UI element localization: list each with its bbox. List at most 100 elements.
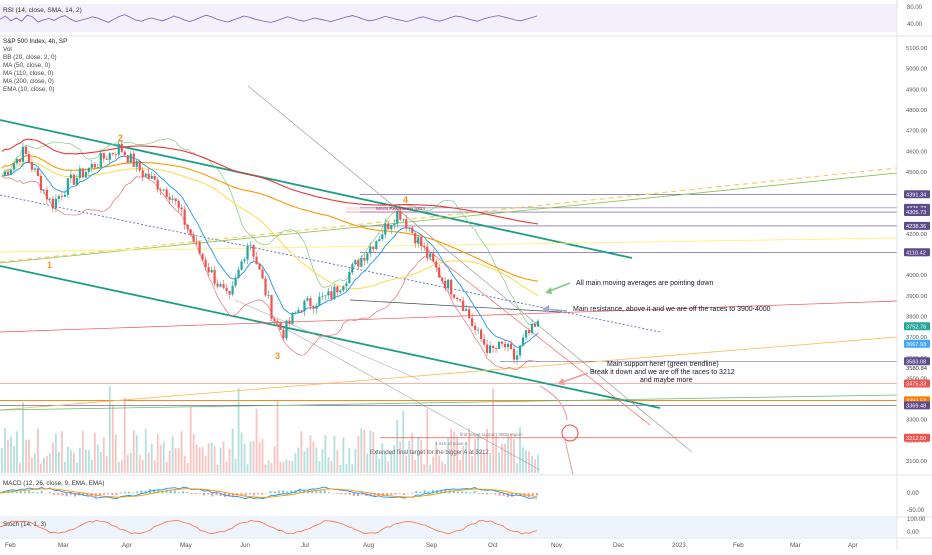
macd-bar xyxy=(274,491,276,493)
price-axis[interactable]: 5100.005000.004900.004800.004700.004600.… xyxy=(904,46,930,465)
volume-bar xyxy=(1,448,3,473)
candle-body xyxy=(294,313,296,314)
macd-bar xyxy=(61,493,63,496)
time-tick: Apr xyxy=(122,542,132,549)
volume-bar xyxy=(351,464,353,473)
candle-body xyxy=(157,180,159,190)
candle-body xyxy=(429,254,431,258)
candle-body xyxy=(507,344,509,347)
candle-body xyxy=(228,291,230,294)
candle-body xyxy=(264,279,266,296)
candle-body xyxy=(61,196,63,197)
macd-bar xyxy=(203,493,205,495)
candle-body xyxy=(279,323,281,330)
candle-body xyxy=(291,313,293,323)
price-tick: 4000.00 xyxy=(906,273,927,279)
time-tick: Sep xyxy=(426,542,438,549)
candle-body xyxy=(489,346,491,353)
candle-body xyxy=(25,147,27,154)
candle-body xyxy=(405,220,407,229)
volume-bar xyxy=(91,460,93,473)
volume-bar xyxy=(28,439,30,473)
candle-body xyxy=(202,254,204,260)
candle-body xyxy=(525,330,527,337)
volume-bar xyxy=(310,435,312,473)
candle-body xyxy=(486,345,488,353)
volume-bar xyxy=(531,456,533,473)
macd-bar xyxy=(336,493,338,494)
macd-tick-neg50: -50.00 xyxy=(907,508,925,514)
volume-bar xyxy=(55,433,57,473)
candle-body xyxy=(381,234,383,239)
price-badge-text: 4391.34 xyxy=(906,193,926,199)
macd-bar xyxy=(141,490,143,493)
callout-extended-target: Extended final target for the bigger A a… xyxy=(370,450,489,456)
volume-bar xyxy=(483,453,485,473)
price-tick: 4700.00 xyxy=(906,129,927,135)
macd-bar xyxy=(286,491,288,493)
volume-bar xyxy=(109,386,111,473)
price-tick: 3100.00 xyxy=(906,459,927,465)
volume-bar xyxy=(67,447,69,473)
volume-bar xyxy=(199,447,201,473)
macd-bar xyxy=(107,493,109,494)
macd-bar xyxy=(257,493,259,494)
volume-bar xyxy=(313,442,315,473)
candle-body xyxy=(145,174,147,177)
macd-bar xyxy=(103,493,105,495)
volume-bar xyxy=(196,444,198,473)
volume-bar xyxy=(121,460,123,473)
candle-body xyxy=(474,326,476,330)
candle-body xyxy=(459,299,461,300)
callout-support-2: Break it down and we are off the races t… xyxy=(590,369,735,376)
wave-label-4: 4 xyxy=(403,195,408,205)
callout-mas-down: All main moving averages are pointing do… xyxy=(576,280,713,287)
candle-body xyxy=(384,224,386,235)
candle-body xyxy=(34,168,36,169)
macd-bar xyxy=(349,493,351,495)
candle-body xyxy=(172,199,174,200)
volume-bar xyxy=(85,450,87,473)
volume-bar xyxy=(103,437,105,473)
volume-bar xyxy=(366,454,368,473)
candle-body xyxy=(324,295,326,296)
candle-body xyxy=(136,161,138,167)
wave-label-2: 2 xyxy=(118,133,123,143)
volume-bar xyxy=(465,443,467,473)
candle-body xyxy=(537,321,539,326)
candle-body xyxy=(450,280,452,295)
macd-bar xyxy=(253,493,255,495)
candle-body xyxy=(453,294,455,297)
candle-body xyxy=(333,287,335,299)
macd-bar xyxy=(532,493,534,496)
volume-bar xyxy=(40,464,42,473)
volume-bar xyxy=(316,448,318,473)
macd-bar xyxy=(345,493,347,495)
candle-body xyxy=(261,270,263,279)
macd-bar xyxy=(186,492,188,494)
volume-bar xyxy=(298,448,300,473)
volume-bar xyxy=(250,442,252,473)
volume-bar xyxy=(46,456,48,473)
volume-bar xyxy=(34,453,36,473)
candle-body xyxy=(112,153,114,154)
candle-body xyxy=(510,344,512,349)
volume-bar xyxy=(49,453,51,473)
volume-bar xyxy=(507,434,509,473)
candle-body xyxy=(504,344,506,347)
macd-bar xyxy=(41,491,43,493)
volume-bar xyxy=(43,458,45,473)
volume-bar xyxy=(280,462,282,473)
candle-body xyxy=(187,225,189,230)
candle-body xyxy=(462,301,464,311)
stoch-pane: Stoch (14, 1, 3) 100.00 0.00 xyxy=(0,517,926,537)
macd-bar xyxy=(136,492,138,494)
macd-bar xyxy=(49,492,51,493)
volume-bar xyxy=(52,442,54,473)
candle-body xyxy=(13,163,15,169)
candle-body xyxy=(414,233,416,243)
candle-body xyxy=(4,172,6,176)
volume-bar xyxy=(136,435,138,473)
